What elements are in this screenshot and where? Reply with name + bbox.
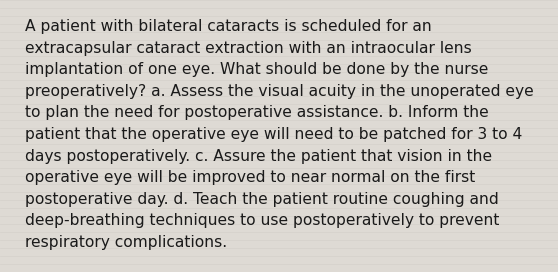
Text: A patient with bilateral cataracts is scheduled for an
extracapsular cataract ex: A patient with bilateral cataracts is sc… xyxy=(25,19,534,250)
